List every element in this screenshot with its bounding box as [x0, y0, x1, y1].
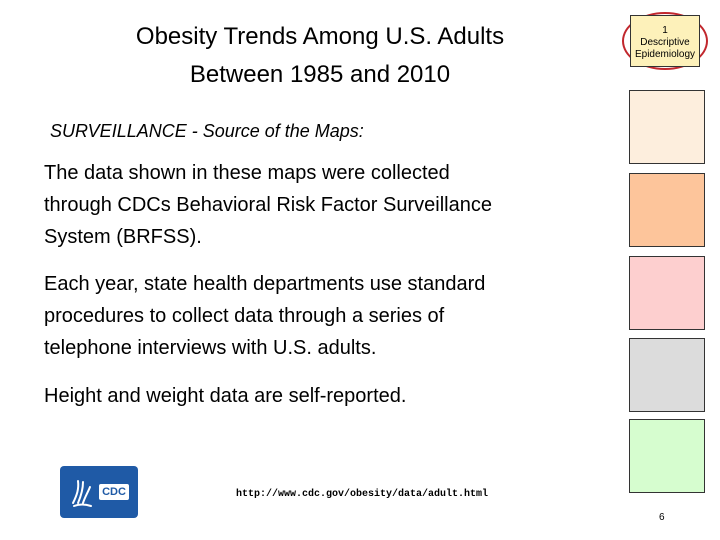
- hhs-eagle-icon: [72, 480, 93, 507]
- source-link[interactable]: http://www.cdc.gov/obesity/data/adult.ht…: [236, 489, 489, 500]
- paragraph-line: Each year, state health departments use …: [44, 273, 486, 295]
- title-line-2: Between 1985 and 2010: [189, 61, 451, 88]
- title-line-1: Obesity Trends Among U.S. Adults: [135, 23, 505, 50]
- badge-line-2: Epidemiology: [634, 49, 696, 60]
- section-subheading: SURVEILLANCE - Source of the Maps:: [50, 121, 364, 141]
- color-swatch-5: [629, 419, 705, 493]
- paragraph-line: The data shown in these maps were collec…: [44, 162, 450, 184]
- paragraph-line: System (BRFSS).: [44, 226, 202, 248]
- color-swatch-2: [629, 173, 705, 247]
- page-number: 6: [659, 512, 665, 523]
- paragraph-1: The data shown in these maps were collec…: [44, 157, 604, 253]
- section-badge-box: 1 Descriptive Epidemiology: [630, 15, 700, 67]
- color-swatch-4: [629, 338, 705, 412]
- cdc-logo: CDC: [60, 466, 138, 518]
- paragraph-line: Height and weight data are self-reported…: [44, 385, 407, 407]
- color-swatch-3: [629, 256, 705, 330]
- slide-title: Obesity Trends Among U.S. Adults Between…: [60, 18, 580, 94]
- paragraph-line: procedures to collect data through a ser…: [44, 305, 445, 327]
- cdc-logo-text: CDC: [99, 484, 129, 500]
- badge-line-1: Descriptive: [640, 37, 690, 48]
- color-swatch-1: [629, 90, 705, 164]
- paragraph-line: through CDCs Behavioral Risk Factor Surv…: [44, 194, 492, 216]
- section-badge: 1 Descriptive Epidemiology: [622, 12, 708, 70]
- paragraph-3: Height and weight data are self-reported…: [44, 380, 604, 412]
- badge-number: 1: [662, 25, 668, 36]
- paragraph-2: Each year, state health departments use …: [44, 268, 604, 364]
- paragraph-line: telephone interviews with U.S. adults.: [44, 337, 377, 359]
